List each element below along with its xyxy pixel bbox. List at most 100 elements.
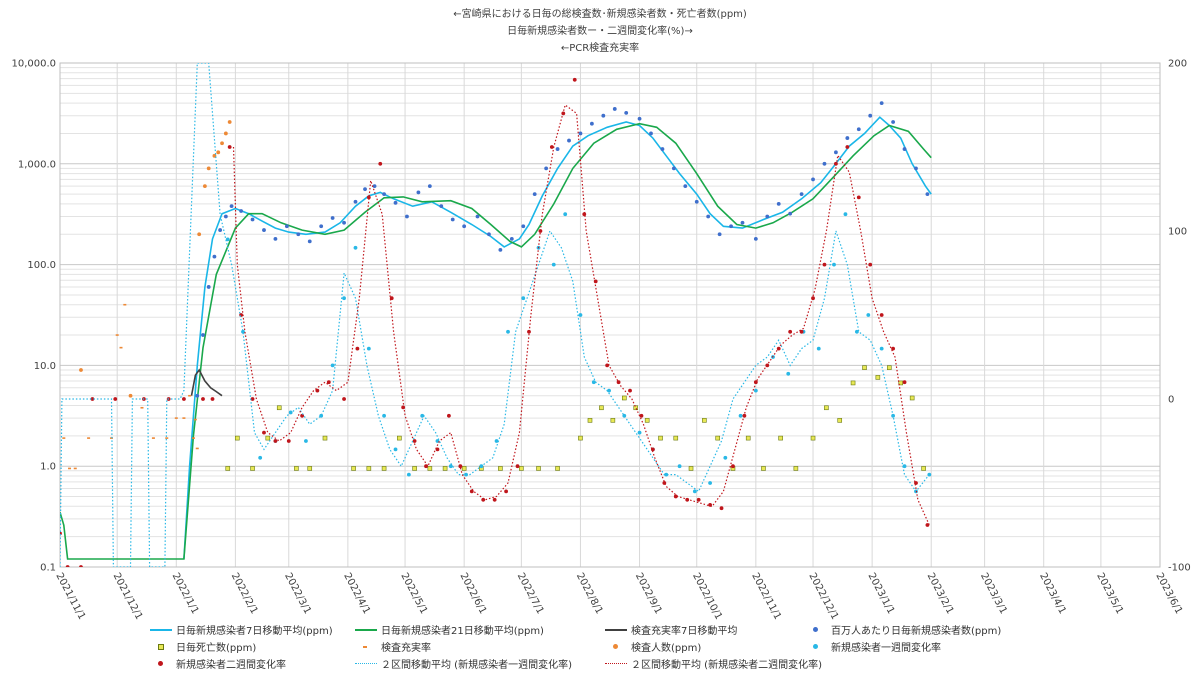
data-point — [555, 466, 560, 471]
data-point — [174, 417, 178, 419]
legend-item: 検査人数(ppm) — [605, 639, 701, 654]
x-tick-label: 2022/5/1 — [398, 571, 429, 616]
data-point — [854, 329, 859, 334]
data-point — [886, 365, 892, 370]
data-point — [866, 313, 871, 317]
data-point — [65, 565, 70, 567]
data-point — [405, 214, 409, 219]
data-point — [799, 329, 804, 334]
legend-item: 日毎死亡数(ppm) — [150, 639, 256, 654]
data-point — [706, 214, 711, 219]
data-point — [363, 187, 367, 192]
data-point — [393, 447, 398, 452]
data-point — [225, 237, 230, 242]
legend-row: 新規感染者二週間変化率 ２区間移動平均 (新規感染者一週間変化率) ２区間移動平均 … — [150, 656, 1190, 673]
series-line — [60, 63, 930, 567]
legend-symbol — [150, 659, 172, 669]
data-point — [201, 333, 205, 337]
series-9 — [60, 63, 930, 567]
data-point — [702, 418, 707, 423]
legend-symbol — [355, 625, 377, 635]
data-point — [201, 397, 205, 401]
data-point — [738, 413, 743, 418]
data-point — [921, 466, 926, 471]
data-point — [799, 192, 804, 197]
data-point — [223, 214, 228, 219]
data-point — [822, 161, 827, 166]
data-point — [227, 120, 232, 124]
data-point — [273, 439, 278, 443]
data-point — [578, 131, 583, 136]
data-point — [448, 464, 453, 469]
data-point — [218, 228, 223, 232]
data-point — [197, 232, 202, 237]
data-point — [330, 363, 335, 368]
data-point — [601, 113, 606, 118]
data-point — [416, 190, 421, 195]
data-point — [481, 497, 486, 502]
data-point — [536, 466, 541, 471]
data-point — [845, 136, 850, 140]
data-point — [151, 437, 155, 439]
data-point — [637, 116, 642, 121]
y-right-tick-label: 200 — [1168, 59, 1187, 70]
data-point — [62, 437, 66, 439]
plot-area-border — [59, 62, 1161, 568]
data-point — [856, 195, 861, 200]
data-point — [834, 161, 838, 166]
data-point — [79, 368, 83, 372]
data-point — [694, 199, 699, 204]
data-point — [753, 388, 758, 393]
data-point — [740, 220, 745, 225]
data-point — [832, 262, 836, 267]
data-point — [914, 481, 918, 485]
data-point — [628, 388, 632, 393]
legend-symbol — [150, 642, 172, 652]
data-point — [578, 435, 583, 441]
data-point — [212, 254, 217, 259]
legend-symbol — [605, 625, 627, 635]
data-point — [202, 184, 207, 189]
data-point — [519, 466, 524, 471]
legend-symbol — [605, 642, 627, 652]
legend-item: ２区間移動平均 (新規感染者二週間変化率) — [605, 656, 822, 671]
data-point — [382, 413, 386, 418]
data-point — [73, 467, 77, 470]
data-point — [286, 439, 291, 443]
data-point — [605, 363, 610, 368]
x-tick-label: 2022/7/1 — [515, 571, 546, 616]
series-0 — [183, 116, 932, 560]
data-point — [521, 296, 526, 301]
chart-title-1: ←宮崎県における日毎の総検査数･新規感染者数・死亡者数(ppm) — [453, 9, 747, 20]
data-point — [241, 329, 245, 334]
data-point — [856, 127, 861, 132]
data-point — [498, 466, 503, 471]
data-point — [397, 435, 402, 441]
data-point — [532, 192, 537, 197]
data-point — [250, 466, 255, 471]
data-point — [902, 147, 907, 151]
data-point — [123, 303, 127, 306]
x-tick-label: 2022/3/1 — [282, 571, 313, 616]
data-point — [300, 413, 305, 418]
data-point — [210, 397, 215, 401]
series-line — [190, 368, 223, 397]
data-point — [265, 435, 271, 441]
legend-label: 新規感染者一週間変化率 — [831, 643, 941, 654]
data-point — [115, 334, 119, 336]
data-point — [262, 228, 266, 232]
legend-symbol — [355, 659, 377, 669]
data-point — [330, 216, 335, 220]
data-point — [206, 285, 211, 289]
data-point — [715, 435, 721, 441]
data-point — [216, 150, 221, 155]
data-point — [649, 131, 653, 136]
data-point — [845, 145, 850, 149]
data-point — [250, 217, 255, 222]
x-tick-label: 2021/11/1 — [53, 571, 87, 621]
data-point — [708, 481, 712, 485]
data-point — [677, 464, 682, 469]
data-point — [731, 464, 735, 469]
data-point — [206, 166, 211, 171]
data-point — [420, 413, 425, 418]
